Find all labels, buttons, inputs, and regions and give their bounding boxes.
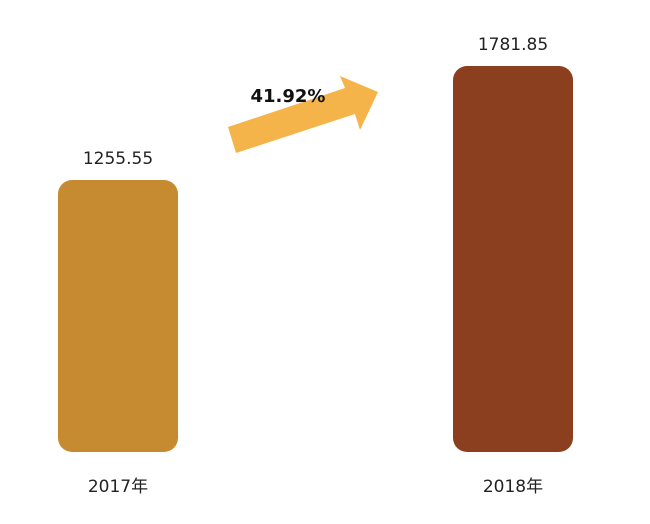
x-tick-label: 2017年: [88, 477, 148, 497]
growth-annotation: 41.92%: [251, 86, 326, 107]
x-tick-label: 2018年: [483, 477, 543, 497]
value-label: 1781.85: [478, 35, 548, 55]
growth-arrow: [228, 76, 378, 153]
value-label: 1255.55: [83, 149, 153, 169]
bar: [58, 180, 178, 453]
bar: [453, 66, 573, 452]
